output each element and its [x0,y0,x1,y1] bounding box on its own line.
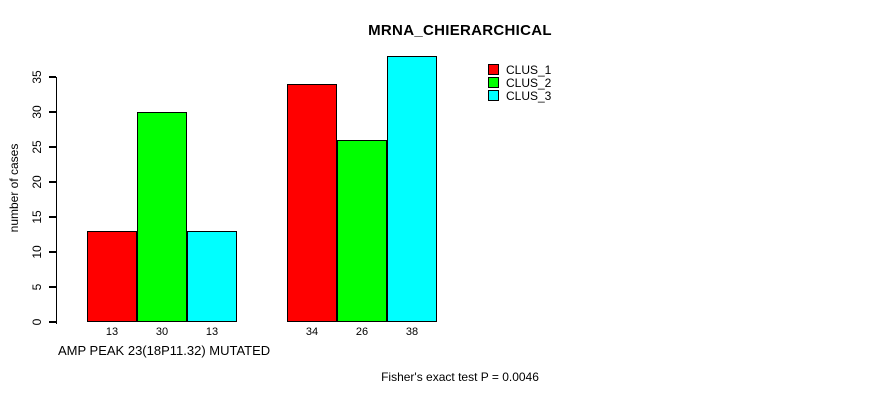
chart-title: MRNA_CHIERARCHICAL [368,22,552,39]
x-axis-label: AMP PEAK 23(18P11.32) MUTATED [58,343,271,358]
y-tick [48,321,56,323]
legend-row: CLUS_3 [488,88,552,103]
bar-value-label: 13 [105,326,119,338]
y-tick-label: 10 [30,245,44,259]
legend-row: CLUS_1 [488,62,552,77]
bar [187,231,237,322]
y-tick [48,286,56,288]
bar-value-label: 38 [405,326,419,338]
y-tick-label: 35 [30,70,44,84]
y-tick-label: 15 [30,210,44,224]
y-tick-label: 5 [30,283,44,291]
legend: CLUS_1 CLUS_2 CLUS_3 [488,62,552,103]
bar [137,112,187,322]
legend-swatch [488,77,499,88]
y-tick-label: 25 [30,140,44,154]
y-axis-label: number of cases [7,143,21,233]
y-tick [48,181,56,183]
bar [337,140,387,322]
bar-value-label: 34 [305,326,319,338]
y-tick [48,146,56,148]
y-tick [48,251,56,253]
legend-label: CLUS_2 [506,75,552,90]
bar-value-label: 13 [205,326,219,338]
y-tick [48,111,56,113]
y-tick-label: 30 [30,105,44,119]
y-axis-line [55,77,57,324]
y-tick-label: 20 [30,175,44,189]
bar [87,231,137,322]
bar-value-label: 30 [155,326,169,338]
footnote: Fisher's exact test P = 0.0046 [381,370,539,384]
bar-value-label: 26 [355,326,369,338]
legend-label: CLUS_1 [506,62,552,77]
legend-label: CLUS_3 [506,88,552,103]
bar [387,56,437,322]
y-tick [48,76,56,78]
legend-row: CLUS_2 [488,75,552,90]
y-tick [48,216,56,218]
y-tick-label: 0 [30,318,44,326]
legend-swatch [488,90,499,101]
legend-swatch [488,64,499,75]
bar [287,84,337,322]
